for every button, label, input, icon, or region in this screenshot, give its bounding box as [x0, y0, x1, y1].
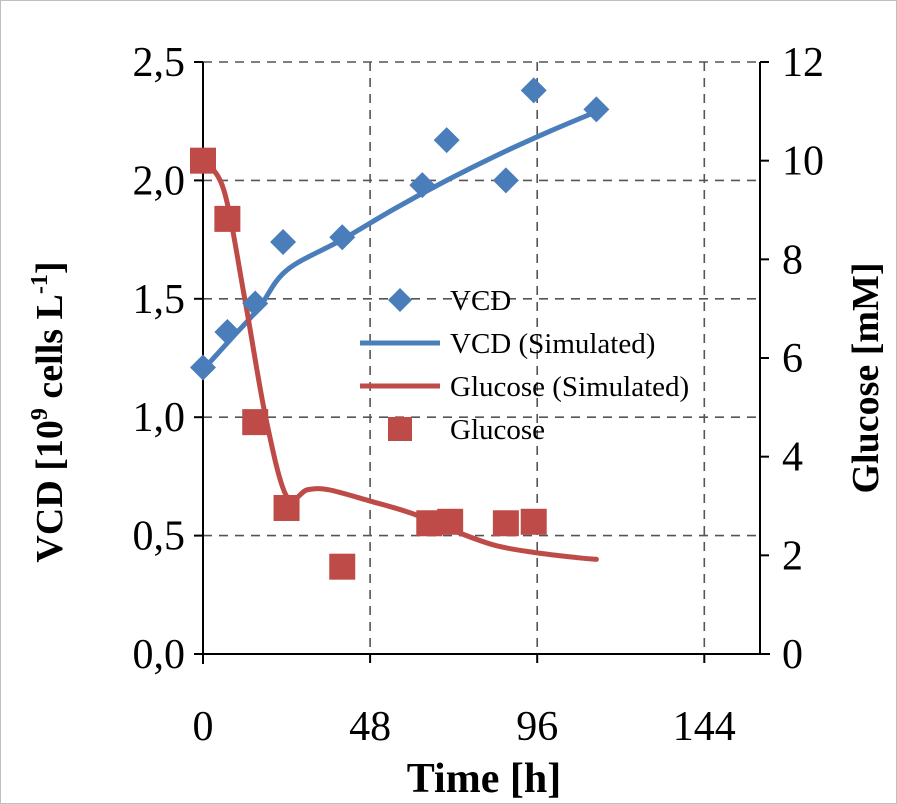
right-tick-label: 0 [782, 632, 803, 678]
glucose-point [214, 205, 241, 232]
legend-label-glucose-simulated: Glucose (Simulated) [450, 371, 689, 403]
left-axis-label-sup2: -1 [27, 274, 53, 294]
left-tick-label: 2,5 [133, 40, 186, 86]
right-tick-label: 12 [782, 40, 824, 86]
vcd-point [270, 228, 297, 255]
ticks: 0,0 0,5 1,0 1,5 2,0 2,5 0 2 4 6 8 10 12 0 48 96 144 [133, 40, 825, 750]
legend-swatch-vcd [388, 288, 412, 312]
x-tick-label: 144 [673, 704, 736, 750]
left-axis-label-sup1: 9 [27, 408, 53, 420]
left-tick-label: 0,5 [133, 514, 186, 560]
glucose-point [273, 494, 300, 521]
x-tick-label: 0 [193, 704, 214, 750]
left-axis-label: VCD [109 cells L-1] [27, 261, 71, 562]
left-axis-label-mid: cells L [29, 294, 71, 408]
vcd-point [492, 167, 519, 194]
vcd-point [520, 77, 547, 104]
vcd-point [329, 224, 356, 251]
vcd-point [242, 290, 269, 317]
legend-label-glucose: Glucose [450, 414, 545, 446]
vcd-point [583, 96, 610, 123]
x-tick-label: 96 [516, 704, 558, 750]
vcd-point [433, 127, 460, 154]
right-axis-label: Glucose [mM] [845, 262, 887, 493]
vcd-point [214, 318, 241, 345]
glucose-point [329, 553, 356, 580]
left-axis-label-end: ] [29, 261, 71, 274]
left-tick-label: 1,5 [133, 277, 186, 323]
series-layer [190, 77, 610, 580]
legend: VCD VCD (Simulated) Glucose (Simulated) Glu… [360, 285, 689, 446]
grid [203, 61, 760, 654]
right-tick-label: 4 [782, 435, 803, 481]
vcd-point [190, 354, 216, 381]
right-tick-label: 8 [782, 237, 803, 283]
vcd-point [409, 172, 436, 199]
left-axis-label-main: VCD [10 [29, 420, 71, 562]
right-tick-label: 6 [782, 336, 803, 382]
right-tick-label: 10 [782, 139, 824, 185]
x-tick-label: 48 [349, 704, 391, 750]
left-tick-label: 0,0 [133, 632, 186, 678]
axes [202, 62, 770, 664]
glucose-point [492, 510, 519, 537]
glucose-simulated-line [200, 158, 599, 562]
glucose-point [437, 508, 464, 535]
glucose-point [190, 147, 216, 174]
legend-label-vcd-simulated: VCD (Simulated) [450, 328, 655, 360]
x-axis-label: Time [h] [407, 756, 561, 802]
left-tick-label: 2,0 [133, 158, 186, 204]
glucose-point [520, 508, 547, 535]
vcd-simulated-line [200, 109, 599, 373]
legend-label-vcd: VCD [450, 285, 511, 317]
right-tick-label: 2 [782, 533, 803, 579]
left-tick-label: 1,0 [133, 395, 186, 441]
glucose-point [242, 409, 269, 436]
legend-swatch-glucose [388, 417, 412, 441]
